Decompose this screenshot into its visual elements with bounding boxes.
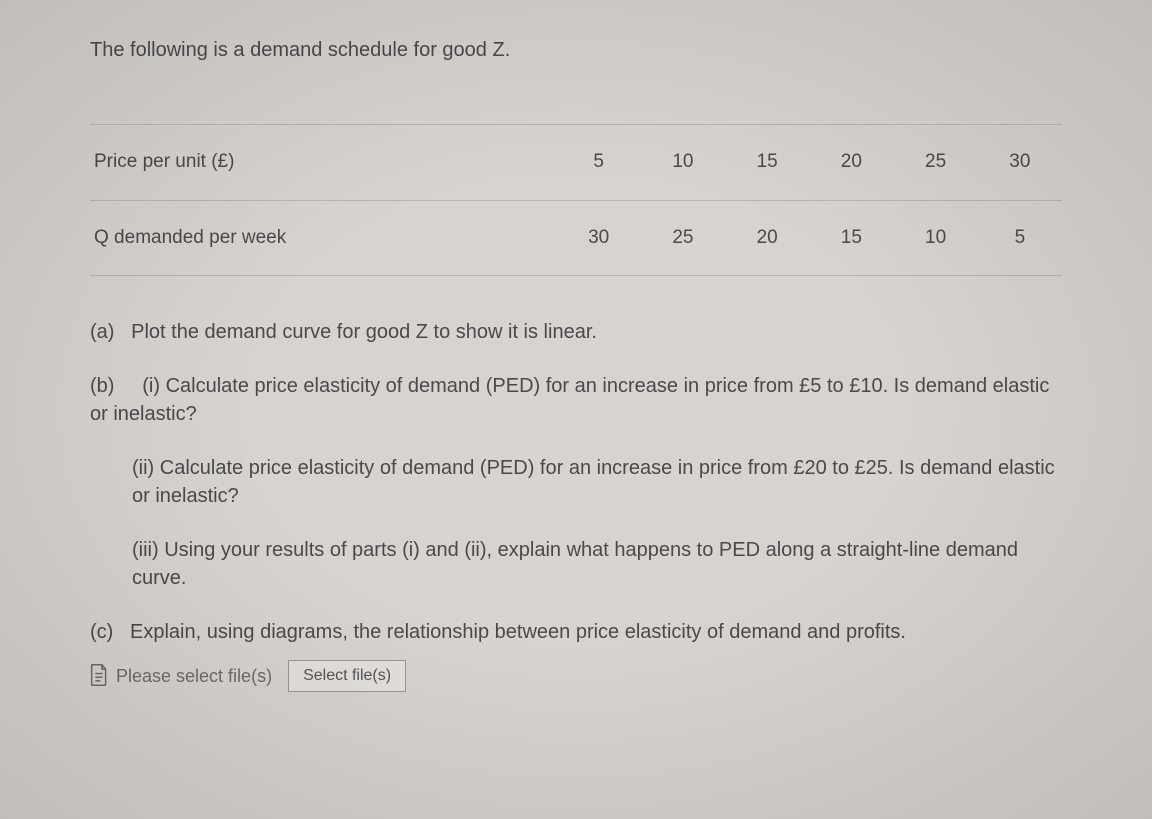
question-a: (a) Plot the demand curve for good Z to … [90, 318, 1062, 346]
intro-text: The following is a demand schedule for g… [90, 36, 1062, 64]
upload-prompt-text: Please select file(s) [116, 666, 272, 686]
file-icon [90, 664, 108, 686]
marker-a: (a) [90, 321, 114, 343]
cell: 30 [557, 200, 641, 276]
cell: 10 [893, 200, 977, 276]
demand-schedule-table: Price per unit (£) 5 10 15 20 25 30 Q de… [90, 124, 1062, 276]
question-b-i: (b) (i) Calculate price elasticity of de… [90, 372, 1062, 428]
marker-c: (c) [90, 621, 113, 643]
upload-prompt: Please select file(s) [90, 664, 272, 689]
cell: 5 [978, 200, 1062, 276]
file-upload-row: Please select file(s) Select file(s) [90, 660, 1062, 692]
cell: 20 [809, 125, 893, 201]
cell: 25 [893, 125, 977, 201]
table-row: Price per unit (£) 5 10 15 20 25 30 [90, 125, 1062, 201]
row-label-price: Price per unit (£) [90, 125, 557, 201]
cell: 15 [809, 200, 893, 276]
question-c: (c) Explain, using diagrams, the relatio… [90, 618, 1062, 646]
cell: 10 [641, 125, 725, 201]
row-label-quantity: Q demanded per week [90, 200, 557, 276]
select-files-button[interactable]: Select file(s) [288, 660, 406, 692]
question-c-text: Explain, using diagrams, the relationshi… [130, 621, 906, 643]
table-row: Q demanded per week 30 25 20 15 10 5 [90, 200, 1062, 276]
question-b-iii-text: (iii) Using your results of parts (i) an… [132, 539, 1018, 589]
marker-b: (b) [90, 375, 114, 397]
cell: 20 [725, 200, 809, 276]
cell: 25 [641, 200, 725, 276]
cell: 5 [557, 125, 641, 201]
question-b-iii: (iii) Using your results of parts (i) an… [132, 536, 1062, 592]
cell: 15 [725, 125, 809, 201]
question-a-text: Plot the demand curve for good Z to show… [131, 321, 597, 343]
question-b-ii-text: (ii) Calculate price elasticity of deman… [132, 457, 1055, 507]
question-b-i-text: (i) Calculate price elasticity of demand… [90, 375, 1049, 425]
question-b-ii: (ii) Calculate price elasticity of deman… [132, 454, 1062, 510]
cell: 30 [978, 125, 1062, 201]
